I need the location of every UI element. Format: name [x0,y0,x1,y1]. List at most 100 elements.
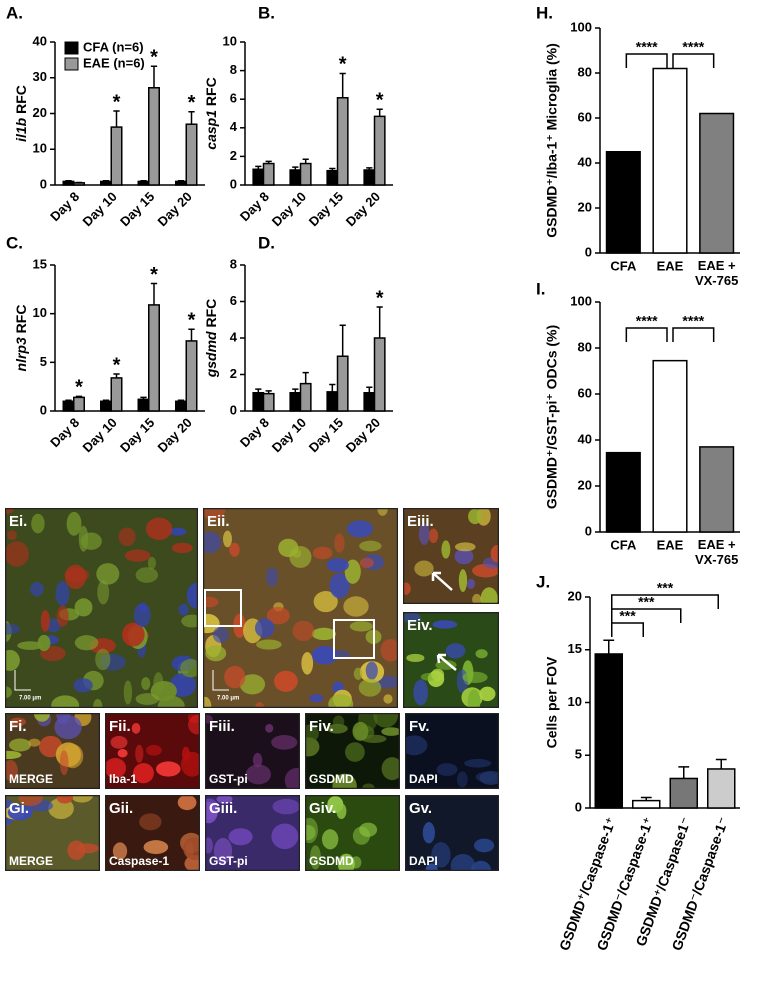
bar [652,67,688,254]
cell [135,567,159,583]
cell [431,668,445,682]
x-tick-label: Day 10 [269,189,309,229]
significance-label: *** [638,594,655,610]
cell [131,722,141,734]
cell [74,598,93,617]
error-bar [265,160,272,164]
bar [100,400,112,412]
cell [380,639,398,662]
y-tick-label: 10 [33,141,47,156]
error-bar [339,324,346,357]
cell [381,757,400,781]
cell [145,517,173,541]
panel-label: A. [6,3,23,22]
cell [312,546,333,560]
y-axis-label: il1b RFC [13,85,29,142]
significance-bracket [625,327,668,342]
bar [336,97,349,186]
cell [212,626,229,643]
cell [464,758,492,768]
x-tick-label: Day 20 [155,415,195,455]
inset-box [333,619,375,659]
y-tick-label: 20 [568,588,582,603]
cell [284,767,300,789]
y-tick-label: 100 [570,19,592,34]
y-axis-label-gene: il1b [13,117,29,142]
error-bar [140,396,147,400]
cell [359,540,382,552]
y-tick-label: 20 [578,199,592,214]
bar [299,162,312,186]
arrow [431,571,453,591]
cell [112,842,128,860]
cell [383,694,393,704]
micrograph-label: Giv. [309,800,336,817]
cell [458,569,468,592]
y-axis-label: nlrp3 RFC [13,305,29,372]
y-tick-label: 5 [40,354,47,369]
cell [70,795,94,803]
y-tick-label: 20 [578,477,592,492]
y-axis-label-unit: RFC [203,299,219,332]
cell [326,558,349,572]
cell [445,643,466,659]
significance-marker: * [188,310,196,332]
y-tick-label: 0 [585,244,592,259]
cell [346,520,374,538]
error-bar [150,65,158,88]
panel-label: B. [258,3,275,22]
y-tick-label: 15 [33,256,47,271]
y-tick-label: 6 [230,91,237,106]
cell [51,695,80,708]
legend-label: EAE (n=6) [83,55,145,70]
cell [425,863,438,871]
cell [309,693,324,703]
cell [462,671,488,683]
significance-marker: * [339,54,347,76]
significance-label: *** [657,580,674,596]
cell [7,804,33,821]
cell [454,548,474,565]
micrograph-label: Fiv. [309,718,334,735]
cell [147,556,157,570]
cell [271,823,299,850]
cell [273,670,298,692]
bar [110,126,123,186]
bar [175,180,187,186]
x-tick-label: Day 10 [80,189,120,229]
y-axis-label-gene: gsdmd [203,331,219,378]
x-tick-label: Day 15 [306,189,346,229]
cell [414,560,434,577]
cell [74,635,99,651]
bar [73,396,85,412]
cell [105,757,127,779]
cell [475,649,488,659]
cell [5,623,21,635]
micrograph: Eii. 7.00 μm [203,508,398,708]
cell [122,622,145,647]
y-tick-label: 5 [575,747,582,762]
micrograph-border [205,795,300,871]
significance-bracket [672,327,715,342]
scale-bar-label: 7.00 μm [19,696,41,702]
cell [336,803,347,820]
x-tick-label: Day 15 [117,189,157,229]
cell [30,581,44,597]
error-bar [715,758,727,769]
cell [359,557,374,568]
y-tick-label: 4 [230,119,238,134]
bar [252,392,265,412]
cell [34,713,50,722]
cell [328,694,354,708]
cell [64,564,87,590]
cell [96,563,120,585]
cell [18,795,43,806]
cell [171,542,193,554]
panel-label: C. [6,233,23,252]
cell [54,715,82,740]
significance-bracket [672,53,715,68]
cell [353,667,363,680]
cell [422,822,435,844]
y-tick-label: 40 [578,154,592,169]
cell [441,540,451,559]
